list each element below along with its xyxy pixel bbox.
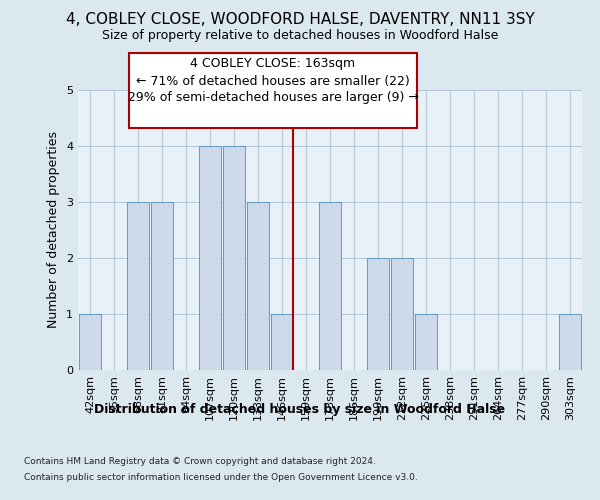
Text: Size of property relative to detached houses in Woodford Halse: Size of property relative to detached ho… [102, 29, 498, 42]
Bar [391, 258, 413, 370]
Bar [223, 146, 245, 370]
Text: 4 COBLEY CLOSE: 163sqm: 4 COBLEY CLOSE: 163sqm [190, 58, 356, 70]
Bar [127, 202, 149, 370]
Text: 4, COBLEY CLOSE, WOODFORD HALSE, DAVENTRY, NN11 3SY: 4, COBLEY CLOSE, WOODFORD HALSE, DAVENTR… [65, 12, 535, 28]
Text: Contains public sector information licensed under the Open Government Licence v3: Contains public sector information licen… [24, 472, 418, 482]
Text: 29% of semi-detached houses are larger (9) →: 29% of semi-detached houses are larger (… [128, 92, 418, 104]
Y-axis label: Number of detached properties: Number of detached properties [47, 132, 61, 328]
Bar [271, 314, 293, 370]
Bar [367, 258, 389, 370]
Text: Contains HM Land Registry data © Crown copyright and database right 2024.: Contains HM Land Registry data © Crown c… [24, 458, 376, 466]
Bar [199, 146, 221, 370]
Bar [319, 202, 341, 370]
Bar [79, 314, 101, 370]
Bar [151, 202, 173, 370]
Bar [415, 314, 437, 370]
Text: Distribution of detached houses by size in Woodford Halse: Distribution of detached houses by size … [94, 402, 506, 415]
Bar [559, 314, 581, 370]
Bar [247, 202, 269, 370]
Text: ← 71% of detached houses are smaller (22): ← 71% of detached houses are smaller (22… [136, 74, 410, 88]
